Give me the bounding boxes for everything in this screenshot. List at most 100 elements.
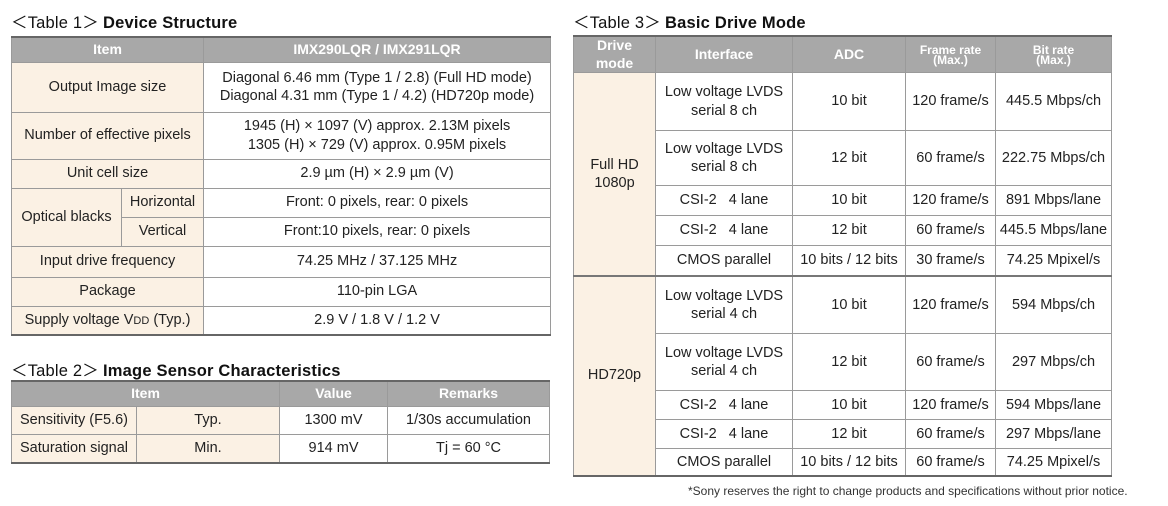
table3-title: ＜Table 3＞ Basic Drive Mode [573,9,806,33]
table-row: CSI-2 4 lane 10 bit 120 frame/s 594 Mbps… [574,390,1112,420]
cell-adc: 12 bit [792,215,906,246]
cell-frame-rate: 120 frame/s [905,390,996,420]
interface-line1: Low voltage LVDS [664,287,784,304]
table-row: Vertical Front:10 pixels, rear: 0 pixels [12,216,552,247]
row-value-frequency: 74.25 MHz / 37.125 MHz [203,245,552,278]
cell-adc: 10 bit [792,185,906,216]
cell-frame-rate: 60 frame/s [905,215,996,246]
row-value-supply: 2.9 V / 1.8 V / 1.2 V [203,305,552,336]
row-value-vertical: Front:10 pixels, rear: 0 pixels [203,216,552,247]
cell-frame-rate: 60 frame/s [905,448,996,476]
cell-bit-rate: 222.75 Mbps/ch [995,130,1112,186]
cell-interface: Low voltage LVDS serial 8 ch [655,130,793,186]
cell-interface: CSI-2 4 lane [655,390,793,420]
supply-label-subscript: DD [133,315,150,328]
row-label-supply: Supply voltage VDD (Typ.) [10,305,205,336]
table-row: Input drive frequency 74.25 MHz / 37.125… [10,245,552,278]
drive-mode-table: Drive mode Interface ADC Frame rate (Max… [573,35,1112,477]
supply-label-suffix: (Typ.) [149,312,191,329]
cell-adc: 12 bit [792,130,906,186]
interface-line1: Low voltage LVDS [664,140,784,157]
interface-line1: Low voltage LVDS [664,344,784,361]
cell-bit-rate: 297 Mbps/ch [995,333,1112,391]
cell-remarks: 1/30s accumulation [387,405,551,435]
row-label-output: Output Image size [10,61,205,113]
cell-adc: 10 bits / 12 bits [792,245,906,276]
header-frame-rate: Frame rate (Max.) [905,35,996,73]
cell-adc: 10 bit [792,390,906,420]
pixels-value-line2: 1305 (H) × 729 (V) approx. 0.95M pixels [247,136,507,153]
cell-interface: CSI-2 4 lane [655,215,793,246]
row-value-horizontal: Front: 0 pixels, rear: 0 pixels [203,187,552,218]
cell-value: 1300 mV [279,405,389,435]
cell-frame-rate: 120 frame/s [905,72,996,131]
row-sublabel-vertical: Vertical [120,216,205,247]
device-structure-table: Item IMX290LQR / IMX291LQR Output Image … [10,36,552,336]
cell-bit-rate: 594 Mbps/ch [995,275,1112,334]
cell-bit-rate: 891 Mbps/lane [995,185,1112,216]
table-row: CSI-2 4 lane 12 bit 60 frame/s 297 Mbps/… [574,419,1112,449]
cell-frame-rate: 60 frame/s [905,419,996,449]
drive-mode-fullhd: Full HD 1080p [573,72,656,276]
cell-bit-rate: 297 Mbps/lane [995,419,1112,449]
header-item: Item [10,380,281,407]
cell-condition: Typ. [135,405,281,435]
header-remarks: Remarks [387,380,551,407]
row-value-unit: 2.9 µm (H) × 2.9 µm (V) [203,158,552,189]
drive-mode-hd720p: HD720p [573,275,656,476]
cell-frame-rate: 120 frame/s [905,275,996,334]
cell-bit-rate: 445.5 Mbps/lane [995,215,1112,246]
table3-title-text: Basic Drive Mode [665,14,806,32]
cell-interface: CSI-2 4 lane [655,185,793,216]
table-row: Output Image size Diagonal 6.46 mm (Type… [10,61,552,113]
cell-bit-rate: 445.5 Mbps/ch [995,72,1112,131]
table-row: CMOS parallel 10 bits / 12 bits 30 frame… [574,245,1112,276]
table1-title: ＜Table 1＞ Device Structure [11,9,237,33]
cell-adc: 10 bits / 12 bits [792,448,906,476]
cell-frame-rate: 60 frame/s [905,130,996,186]
table-header-row: Drive mode Interface ADC Frame rate (Max… [573,35,1112,73]
cell-frame-rate: 120 frame/s [905,185,996,216]
table-row: HD720p Low voltage LVDS serial 4 ch 10 b… [573,275,1112,476]
interface-line2: serial 4 ch [690,305,758,322]
output-value-line1: Diagonal 6.46 mm (Type 1 / 2.8) (Full HD… [222,69,532,86]
cell-bit-rate: 594 Mbps/lane [995,390,1112,420]
output-value-line2: Diagonal 4.31 mm (Type 1 / 4.2) (HD720p … [219,88,535,104]
table-row: Optical blacks Horizontal Front: 0 pixel… [11,187,552,247]
row-value-output: Diagonal 6.46 mm (Type 1 / 2.8) (Full HD… [203,61,552,113]
cell-interface: Low voltage LVDS serial 4 ch [655,275,793,334]
cell-adc: 12 bit [792,419,906,449]
table-row: Low voltage LVDS serial 4 ch 12 bit 60 f… [574,333,1112,391]
pixels-value-line1: 1945 (H) × 1097 (V) approx. 2.13M pixels [243,118,511,135]
table-row: CMOS parallel 10 bits / 12 bits 60 frame… [574,448,1112,476]
interface-line2: serial 8 ch [690,159,758,175]
table-row: Saturation signal Min. 914 mV Tj = 60 °C [11,433,551,464]
cell-item: Saturation signal [11,433,137,464]
table-row: Sensitivity (F5.6) Typ. 1300 mV 1/30s ac… [11,405,551,435]
table-header-row: Item Value Remarks [10,380,551,407]
row-label-optical: Optical blacks [11,187,122,247]
cell-bit-rate: 74.25 Mpixel/s [995,448,1112,476]
table2-title: ＜Table 2＞ Image Sensor Characteristics [11,357,341,381]
cell-condition: Min. [135,433,281,464]
row-value-package: 110-pin LGA [203,276,552,307]
row-value-pixels: 1945 (H) × 1097 (V) approx. 2.13M pixels… [203,111,552,160]
table1-caption: ＜Table 1＞ [11,14,100,32]
header-bit-rate: Bit rate (Max.) [995,35,1112,73]
row-label-pixels: Number of effective pixels [10,111,205,160]
table2-caption: ＜Table 2＞ [11,362,100,380]
image-sensor-table: Item Value Remarks Sensitivity (F5.6) Ty… [10,380,551,464]
supply-label-text: Supply voltage V [24,312,134,329]
cell-adc: 10 bit [792,275,906,334]
cell-interface: CSI-2 4 lane [655,419,793,449]
table2-title-text: Image Sensor Characteristics [103,362,341,380]
table3-caption: ＜Table 3＞ [573,14,662,32]
interface-line2: serial 4 ch [690,363,758,379]
cell-item: Sensitivity (F5.6) [11,405,137,435]
table1-title-text: Device Structure [103,14,238,32]
table-row: CSI-2 4 lane 12 bit 60 frame/s 445.5 Mbp… [574,215,1112,246]
cell-interface: Low voltage LVDS serial 8 ch [655,72,793,131]
fullhd-line1: Full HD [590,156,639,173]
row-label-package: Package [10,276,205,307]
table-row: Low voltage LVDS serial 8 ch 12 bit 60 f… [574,130,1112,186]
